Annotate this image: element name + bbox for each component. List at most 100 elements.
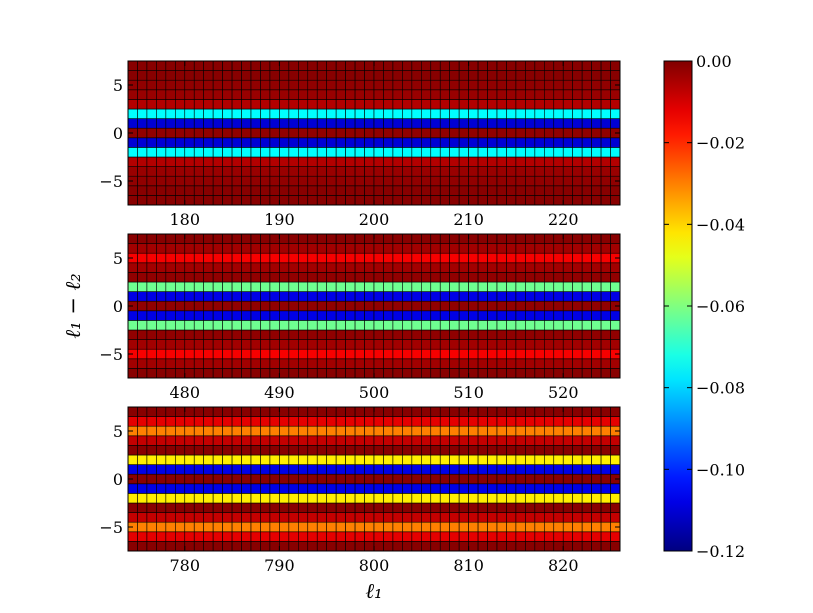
heatmap-cell bbox=[354, 272, 365, 283]
heatmap-cell bbox=[402, 541, 413, 552]
heatmap-cell bbox=[506, 348, 517, 360]
heatmap-cell bbox=[222, 175, 233, 187]
heatmap-cell bbox=[496, 156, 507, 167]
heatmap-cell bbox=[411, 483, 422, 494]
heatmap-cell bbox=[260, 137, 271, 148]
heatmap-cell bbox=[269, 70, 280, 81]
heatmap-cell bbox=[562, 127, 573, 139]
heatmap-cell bbox=[525, 339, 536, 350]
heatmap-cell bbox=[364, 89, 375, 100]
heatmap-cell bbox=[326, 185, 337, 196]
heatmap-cell bbox=[193, 272, 204, 283]
heatmap-cell bbox=[193, 175, 204, 187]
heatmap-cell bbox=[288, 310, 299, 321]
heatmap-cell bbox=[326, 118, 337, 129]
heatmap-cell bbox=[581, 425, 592, 437]
heatmap-cell bbox=[193, 454, 204, 465]
heatmap-cell bbox=[515, 483, 526, 494]
heatmap-cell bbox=[572, 502, 583, 513]
heatmap-cell bbox=[326, 406, 337, 417]
heatmap-cell bbox=[600, 406, 611, 417]
heatmap-cell bbox=[354, 118, 365, 129]
heatmap-cell bbox=[562, 358, 573, 369]
heatmap-cell bbox=[383, 175, 394, 187]
heatmap-cell bbox=[506, 60, 517, 71]
heatmap-cell bbox=[421, 99, 432, 110]
heatmap-cell bbox=[383, 166, 394, 177]
heatmap-cell bbox=[193, 262, 204, 273]
heatmap-cell bbox=[298, 339, 309, 350]
heatmap-cell bbox=[146, 233, 157, 244]
heatmap-cell bbox=[373, 329, 384, 340]
heatmap-cell bbox=[439, 512, 450, 523]
heatmap-cell bbox=[316, 70, 327, 81]
heatmap-cell bbox=[468, 473, 479, 485]
heatmap-cell bbox=[335, 521, 346, 533]
heatmap-cell bbox=[279, 252, 290, 264]
heatmap-cell bbox=[175, 272, 186, 283]
heatmap-cell bbox=[449, 243, 460, 254]
heatmap-cell bbox=[439, 147, 450, 158]
heatmap-cell bbox=[421, 89, 432, 100]
heatmap-cell bbox=[383, 99, 394, 110]
heatmap-cell bbox=[496, 252, 507, 264]
heatmap-cell bbox=[250, 541, 261, 552]
heatmap-cell bbox=[316, 425, 327, 437]
heatmap-cell bbox=[222, 60, 233, 71]
heatmap-cell bbox=[345, 320, 356, 331]
heatmap-cell bbox=[175, 358, 186, 369]
heatmap-cell bbox=[544, 541, 555, 552]
heatmap-cell bbox=[439, 243, 450, 254]
heatmap-cell bbox=[241, 320, 252, 331]
heatmap-cell bbox=[326, 262, 337, 273]
heatmap-cell bbox=[203, 147, 214, 158]
heatmap-cell bbox=[515, 137, 526, 148]
heatmap-cell bbox=[383, 473, 394, 485]
heatmap-cell bbox=[392, 127, 403, 139]
heatmap-cell bbox=[515, 272, 526, 283]
heatmap-cell bbox=[193, 320, 204, 331]
heatmap-cell bbox=[496, 70, 507, 81]
heatmap-cell bbox=[411, 137, 422, 148]
heatmap-cell bbox=[600, 243, 611, 254]
heatmap-cell bbox=[231, 175, 242, 187]
heatmap-cell bbox=[468, 454, 479, 465]
heatmap-cell bbox=[137, 406, 148, 417]
heatmap-cell bbox=[184, 502, 195, 513]
heatmap-cell bbox=[222, 416, 233, 427]
heatmap-cell bbox=[127, 416, 138, 427]
heatmap-cell bbox=[175, 252, 186, 264]
heatmap-cell bbox=[515, 300, 526, 312]
heatmap-cell bbox=[260, 310, 271, 321]
heatmap-cell bbox=[544, 99, 555, 110]
heatmap-cell bbox=[449, 531, 460, 542]
heatmap-cell bbox=[193, 358, 204, 369]
heatmap-cell bbox=[600, 329, 611, 340]
heatmap-cell bbox=[269, 175, 280, 187]
heatmap-cell bbox=[269, 99, 280, 110]
heatmap-cell bbox=[572, 473, 583, 485]
heatmap-cell bbox=[165, 137, 176, 148]
heatmap-cell bbox=[439, 79, 450, 91]
heatmap-cell bbox=[193, 348, 204, 360]
heatmap-cell bbox=[203, 281, 214, 292]
heatmap-cell bbox=[137, 454, 148, 465]
heatmap-cell bbox=[421, 252, 432, 264]
heatmap-cell bbox=[156, 521, 167, 533]
heatmap-cell bbox=[449, 310, 460, 321]
heatmap-cell bbox=[591, 233, 602, 244]
heatmap-cell bbox=[298, 175, 309, 187]
heatmap-cell bbox=[212, 70, 223, 81]
heatmap-cell bbox=[298, 252, 309, 264]
heatmap-cell bbox=[496, 339, 507, 350]
heatmap-cell bbox=[127, 166, 138, 177]
heatmap-cell bbox=[515, 464, 526, 475]
heatmap-cell bbox=[231, 291, 242, 302]
heatmap-cell bbox=[193, 300, 204, 312]
heatmap-cell bbox=[298, 233, 309, 244]
heatmap-cell bbox=[231, 89, 242, 100]
heatmap-cell bbox=[279, 329, 290, 340]
heatmap-cell bbox=[184, 406, 195, 417]
heatmap-cell bbox=[525, 368, 536, 379]
